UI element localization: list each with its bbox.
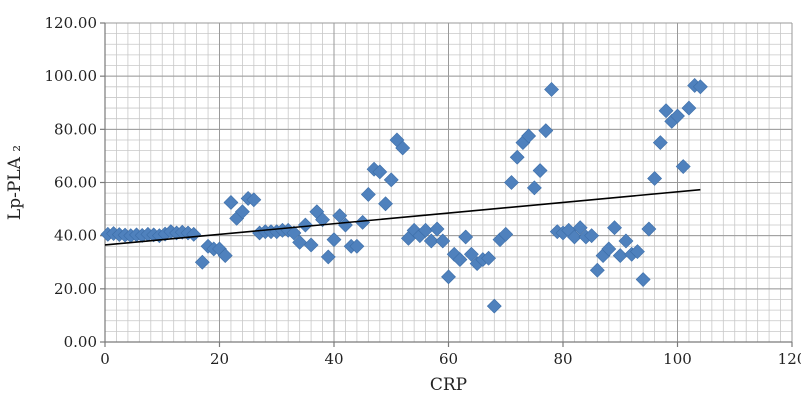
data-point [641, 221, 657, 237]
axes [100, 22, 793, 347]
y-tick-label: 60.00 [54, 174, 97, 192]
data-point [544, 82, 559, 97]
data-point [372, 164, 388, 180]
data-point [612, 248, 628, 264]
data-point [635, 272, 651, 287]
data-points [100, 78, 708, 314]
y-tick-label: 80.00 [54, 120, 97, 138]
data-point [521, 128, 537, 144]
data-point [692, 79, 708, 95]
x-tick-label: 120 [778, 350, 801, 368]
data-point [429, 221, 445, 237]
data-point [418, 222, 434, 238]
x-axis-title: CRP [430, 375, 467, 395]
data-point [658, 103, 674, 119]
y-tick-label: 120.00 [45, 14, 98, 32]
data-point [681, 100, 697, 116]
data-point [234, 204, 250, 220]
data-point [355, 214, 371, 230]
trendline [104, 188, 701, 246]
data-point [458, 229, 474, 245]
data-point [584, 228, 600, 244]
data-point [315, 212, 330, 228]
data-point [194, 254, 210, 270]
data-point [378, 196, 393, 212]
data-point [670, 108, 685, 124]
y-axis-tick-labels: 0.00 20.00 40.00 60.00 80.00 100.00 120.00 [45, 14, 98, 351]
y-tick-label: 0.00 [64, 333, 97, 351]
y-tick-label: 100.00 [45, 67, 98, 85]
x-tick-label: 20 [210, 350, 229, 368]
data-point [601, 241, 617, 257]
data-point [567, 229, 582, 245]
data-point [481, 250, 496, 266]
data-point [652, 135, 668, 151]
data-point [303, 237, 319, 253]
data-point [463, 246, 479, 262]
data-point [360, 187, 376, 202]
data-point [297, 217, 313, 233]
data-point [286, 225, 302, 241]
y-tick-label: 40.00 [54, 227, 97, 245]
data-point [223, 195, 239, 210]
data-point [395, 140, 411, 156]
data-point [630, 244, 645, 260]
data-point [618, 233, 634, 249]
data-point [435, 233, 451, 249]
data-point [320, 249, 336, 265]
x-tick-label: 60 [439, 350, 458, 368]
data-point [589, 262, 605, 278]
data-point [498, 226, 514, 242]
x-tick-label: 40 [324, 350, 343, 368]
data-point [486, 298, 502, 314]
data-point [538, 123, 554, 139]
data-point [675, 159, 691, 174]
x-tick-label: 80 [553, 350, 572, 368]
y-axis-title: Lp-PLA ₂ [5, 145, 25, 220]
data-point [526, 180, 542, 196]
data-point [349, 238, 365, 254]
data-point [572, 220, 588, 236]
data-point [452, 252, 468, 268]
data-point [383, 172, 399, 188]
data-point [217, 248, 233, 264]
data-point [292, 234, 308, 250]
x-axis-tick-labels: 0 20 40 60 80 100 120 [100, 350, 801, 368]
data-point [532, 163, 548, 178]
data-point [504, 175, 519, 190]
data-point [246, 192, 262, 208]
y-tick-label: 20.00 [54, 280, 97, 298]
data-point [509, 149, 525, 165]
data-point [607, 220, 622, 236]
x-tick-label: 100 [663, 350, 692, 368]
data-point [423, 233, 439, 249]
x-tick-label: 0 [100, 350, 110, 368]
data-point [326, 232, 342, 248]
data-point [441, 269, 456, 285]
data-point [647, 171, 663, 186]
